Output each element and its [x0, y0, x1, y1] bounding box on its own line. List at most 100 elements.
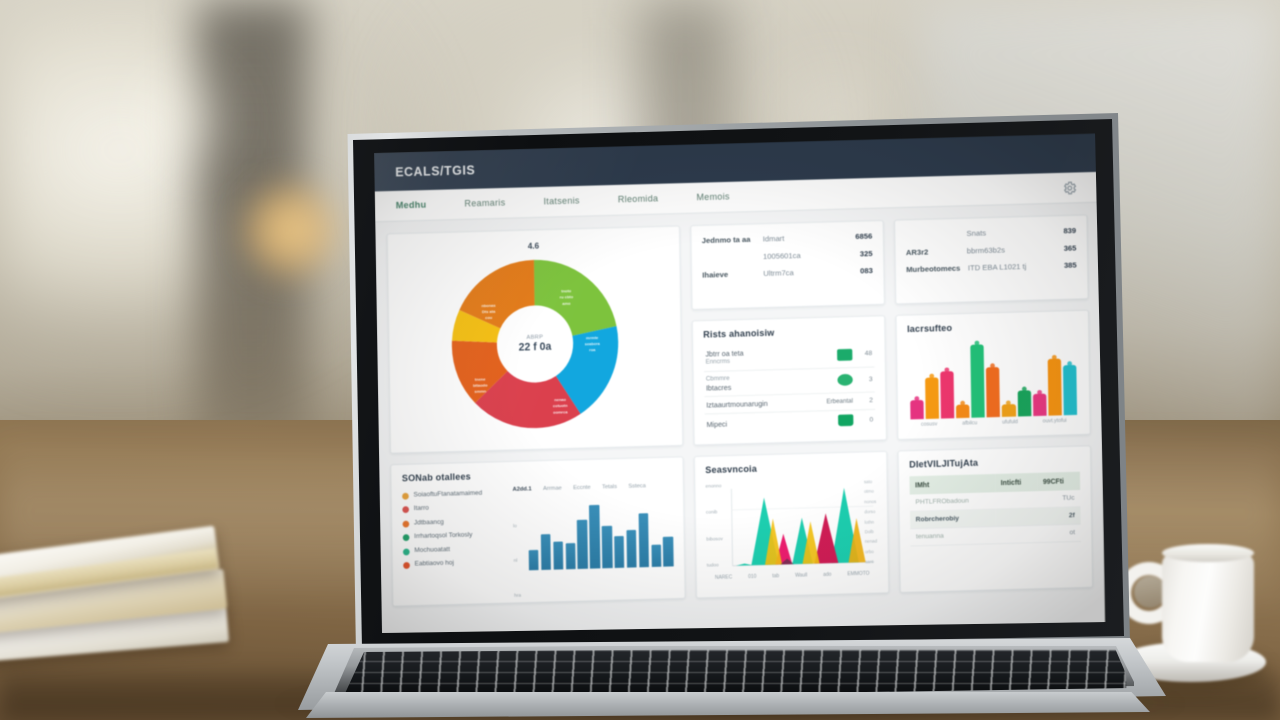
table-row[interactable]: tenuanna ot: [910, 524, 1081, 547]
nav-item-2[interactable]: Itatsenis: [543, 195, 580, 208]
laptop-front-lip: [306, 692, 1150, 718]
peak-teal-1: [735, 563, 753, 566]
donut-label-green3: roa: [589, 347, 596, 352]
app-brand: ECALS/TGIS: [395, 162, 476, 179]
legend-label: Eabtiaovo hoj: [414, 560, 454, 569]
list-item-label: Iztaaurtmounarugin: [706, 398, 820, 410]
list-item[interactable]: Mipeci 0: [704, 410, 875, 434]
table-header-cell[interactable]: IMht: [909, 473, 996, 495]
nav-item-1[interactable]: Reamaris: [464, 197, 506, 210]
table-card-title: DIetVILJITujAta: [909, 458, 979, 471]
legend-dot: [402, 548, 410, 556]
blue-bar-11: [663, 536, 674, 567]
y-tick: conib: [705, 509, 718, 516]
legend-item[interactable]: Eabtiaovo hoj: [403, 559, 506, 570]
peak-yellow-3: [848, 518, 866, 563]
kpi-value: 365: [1063, 243, 1077, 253]
axis-tick: ufufuld: [1002, 419, 1018, 426]
nav-spacer: [768, 189, 1024, 196]
y2-tick: dorso: [864, 509, 876, 515]
blue-bar-5: [589, 504, 601, 569]
list-item-sub: Cbmmre: [705, 374, 730, 383]
legend-dot: [402, 506, 410, 514]
legend-label: Jdtbaancg: [413, 518, 444, 527]
chart-head-2: Tetals: [601, 484, 618, 491]
table-cell: ot: [1037, 524, 1081, 543]
list-item-name: Iztaaurtmounarugin: [706, 399, 768, 410]
legend-dot: [403, 562, 410, 570]
blue-bar-0: [528, 549, 539, 571]
legend-dot: [402, 520, 410, 528]
colorbar-axis: cosusv afbilcu ufufuld ouvt.ytofui: [909, 418, 1080, 428]
list-item-value: 3: [868, 375, 873, 383]
nav-item-0[interactable]: Medhu: [395, 199, 427, 212]
legend-label: Itarro: [413, 505, 429, 513]
donut-label-orange3: cou: [485, 315, 493, 320]
mug-handle-hole: [1134, 576, 1166, 608]
blue-bar-7: [614, 536, 625, 569]
kpi-mid: Snats: [966, 228, 987, 238]
card-status-list: Rists ahanoisiw Jbtrr oa teta Enncrms 48: [691, 315, 887, 446]
y2-tick: nenad: [864, 539, 878, 545]
peak-yellow-2: [802, 521, 820, 564]
donut-label-darkorange3: amo: [562, 300, 571, 305]
axis-tick: cosusv: [920, 421, 938, 428]
donut-svg: mrmte seabcra roa nenao cotuotn oomrca t…: [451, 259, 619, 429]
y-tick: lo: [513, 523, 517, 530]
table-header-cell[interactable]: 99CFti: [1037, 471, 1081, 492]
legend-item[interactable]: SoiaoftuFtanatamaimed: [402, 489, 505, 500]
peaks-chart: enonno conib bibosov tudoo sato otmo non…: [705, 477, 878, 582]
donut-label-crimson3: smmn: [474, 389, 486, 394]
legend-chart-split: SoiaoftuFtanatamaimed Itarro Jdtbaancg I…: [402, 483, 674, 607]
x-tick: tab: [772, 573, 780, 580]
legend-card-title: SONab otallees: [401, 471, 471, 485]
settings-icon[interactable]: [1062, 180, 1077, 196]
nav-item-3[interactable]: Rleomida: [617, 193, 659, 206]
donut-slice-orange: [451, 259, 619, 429]
nav-item-4[interactable]: Memois: [696, 191, 730, 203]
chart-head-3: Ssteca: [628, 483, 646, 490]
kpi-row: Snats 839: [906, 226, 1076, 239]
table-cell: [995, 525, 1039, 544]
y2-tick: sato: [863, 479, 873, 485]
table-header-cell[interactable]: Inticfti: [994, 472, 1038, 493]
legend-item[interactable]: Jdtbaancg: [402, 517, 506, 528]
status-badge-square: [836, 348, 853, 361]
keyboard-keys[interactable]: [342, 650, 1126, 694]
blue-bar-1: [540, 534, 552, 570]
legend-item[interactable]: Itarro: [402, 503, 505, 514]
blue-chart-y-axis: lo nl hra: [513, 523, 521, 599]
legend-item[interactable]: Mochuoatatt: [402, 545, 506, 556]
table-cell: TUc: [1037, 489, 1081, 508]
bokeh-light-a: [244, 184, 336, 276]
kpi-name: [702, 257, 755, 258]
card-legend-bars: SONab otallees SoiaoftuFtanatamaimed Ita…: [390, 456, 686, 607]
colorbar-card-title: Iacrsufteo: [907, 323, 953, 335]
list-item-name: Jbtrr oa teta: [705, 348, 744, 359]
kpi-mid: 1005601ca: [762, 251, 801, 261]
x-tick: NAREC: [714, 574, 733, 581]
y2-tick: orbo: [864, 549, 874, 555]
donut-label-green: mrmte: [586, 335, 599, 340]
blue-bar-chart: A2dd.1 Arrmae Eccnte Tetals Ssteca lo nl: [512, 483, 674, 607]
bar-4: [970, 344, 986, 418]
bar-9: [1047, 358, 1062, 416]
card-colorful-bars: Iacrsufteo: [895, 309, 1091, 441]
list-item-value: 2: [869, 397, 873, 405]
donut-label-green2: seabcra: [585, 341, 601, 346]
peaks-y-axis-right: sato otmo nonos dorso lothn Dolb nenad o…: [864, 479, 877, 564]
legend-label: Irrhartoqsol Torkosly: [414, 531, 473, 541]
status-badge-round: [837, 374, 853, 387]
peak-magenta-2: [814, 513, 839, 564]
peaks-card-title: Seasvncoia: [705, 464, 758, 477]
bar-10: [1062, 365, 1078, 416]
dashboard-app: ECALS/TGIS Medhu Reamaris Itatsenis Rleo…: [374, 133, 1106, 633]
blue-bar-3: [565, 542, 576, 570]
axis-tick: ouvt.ytofui: [1042, 418, 1067, 425]
y2-tick: nonos: [864, 499, 877, 505]
bar-3: [956, 404, 970, 419]
legend-label: Mochuoatatt: [414, 546, 451, 555]
legend-item[interactable]: Irrhartoqsol Torkosly: [402, 531, 506, 542]
card-data-table: DIetVILJITujAta IMht Inticfti 99CFti: [897, 445, 1094, 594]
x-tick: 010: [748, 573, 757, 580]
